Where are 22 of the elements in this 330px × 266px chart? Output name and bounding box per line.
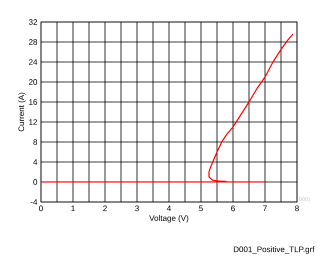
x-tick-label: 1: [71, 206, 75, 212]
x-tick-label: 3: [135, 206, 139, 212]
y-tick-label: 24: [28, 59, 38, 65]
y-tick-label: 0: [33, 179, 38, 185]
y-tick-label: 8: [33, 139, 38, 145]
x-tick-label: 2: [103, 206, 107, 212]
y-axis-title: Current (A): [18, 92, 26, 132]
y-tick-label: 28: [28, 39, 38, 45]
x-tick-label: 6: [231, 206, 235, 212]
x-axis-title: Voltage (V): [149, 215, 188, 223]
y-tick-label: 20: [28, 79, 38, 85]
x-tick-label: 7: [263, 206, 267, 212]
x-tick-label: 8: [295, 206, 299, 212]
y-tick-label: 12: [29, 119, 38, 125]
x-tick-label: 5: [199, 206, 203, 212]
y-tick-label: 32: [28, 19, 38, 25]
x-tick-label: 0: [39, 206, 43, 212]
y-tick-label: -4: [30, 199, 38, 205]
x-tick-label: 4: [166, 206, 171, 212]
y-tick-label: 4: [33, 159, 38, 165]
y-tick-label: 16: [29, 99, 38, 105]
text: D001_Positive_TLP.grf: [234, 246, 314, 254]
